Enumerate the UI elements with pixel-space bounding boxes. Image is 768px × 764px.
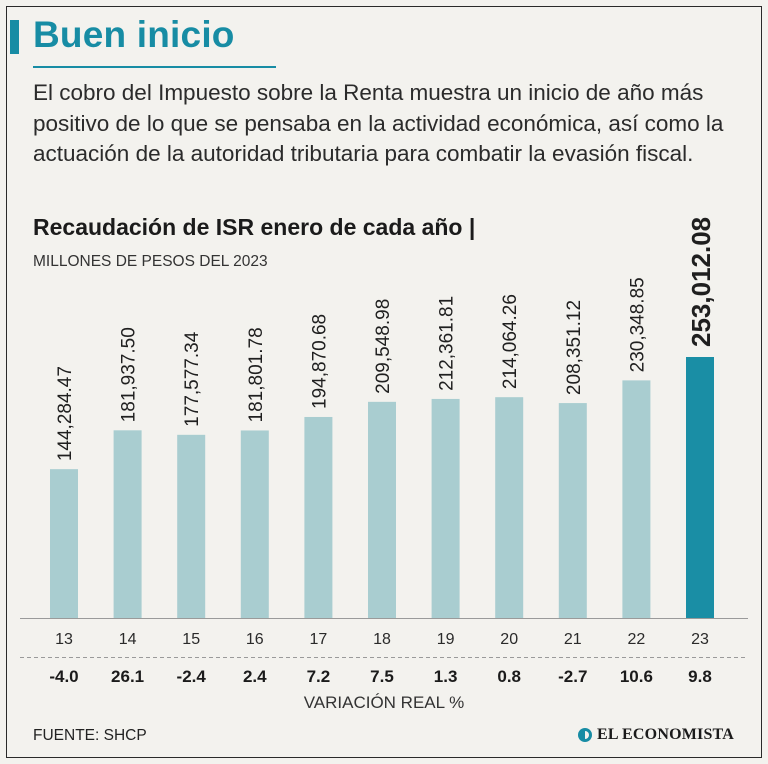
bar [495,397,524,618]
bar-value-label: 212,361.81 [437,296,458,391]
bar-value-label: 144,284.47 [55,366,76,461]
variation-value: 0.8 [497,667,521,686]
el-economista-logo-icon [578,728,592,742]
x-tick-label: 13 [55,631,73,648]
x-tick-label: 23 [691,631,709,648]
bar [622,380,651,618]
bar [558,403,587,618]
x-tick-label: 17 [310,631,328,648]
bar [177,434,206,618]
bar [240,430,269,618]
x-tick-label: 19 [437,631,455,648]
x-tick-label: 15 [182,631,200,648]
chart-subtitle: MILLONES DE PESOS DEL 2023 [33,253,268,270]
publisher-logo-text: EL ECONOMISTA [597,726,734,743]
bar-value-label: 181,937.50 [119,327,140,422]
publisher-logo: EL ECONOMISTA [578,726,734,744]
bar [50,469,78,618]
variation-value: 9.8 [688,667,712,686]
variation-value: 26.1 [111,667,144,686]
chart-title: Recaudación de ISR enero de cada año | [33,214,476,240]
x-tick-label: 14 [119,631,137,648]
bar [368,401,396,618]
bar-value-label: 177,577.34 [182,331,203,427]
variation-caption-text: VARIACIÓN REAL % [303,693,465,712]
description: El cobro del Impuesto sobre la Renta mue… [33,80,724,166]
bar-value-label: 230,348.85 [627,277,648,372]
bar-value-label: 208,351.12 [564,300,585,395]
variation-value: -2.4 [177,667,207,686]
x-tick-label: 20 [500,631,518,648]
bar-value-label: 214,064.26 [500,294,521,389]
bar [431,398,460,618]
variation-value: 1.3 [434,667,458,686]
variation-value: 7.5 [370,667,394,686]
headline-accent-bar [10,20,19,54]
bar-value-label: 209,548.98 [373,299,394,394]
bar [304,416,333,618]
bar-value-label: 181,801.78 [246,327,267,422]
headline: Buen inicio [33,14,235,55]
bar [113,430,142,618]
source-note: FUENTE: SHCP [33,727,147,744]
bar-value-label: 253,012.08 [686,217,716,347]
variation-value: -2.7 [558,667,587,686]
variation-value: -4.0 [49,667,78,686]
frame-border [6,6,762,758]
variation-value: 7.2 [307,667,331,686]
bar [686,357,714,618]
x-tick-label: 16 [246,631,264,648]
variation-caption: VARIACIÓN REAL % [0,693,768,713]
headline-underline [33,66,276,68]
variation-value: 2.4 [243,667,267,686]
bar-value-label: 194,870.68 [309,314,330,409]
x-tick-label: 18 [373,631,391,648]
x-tick-label: 21 [564,631,582,648]
x-tick-label: 22 [628,631,646,648]
variation-value: 10.6 [620,667,653,686]
